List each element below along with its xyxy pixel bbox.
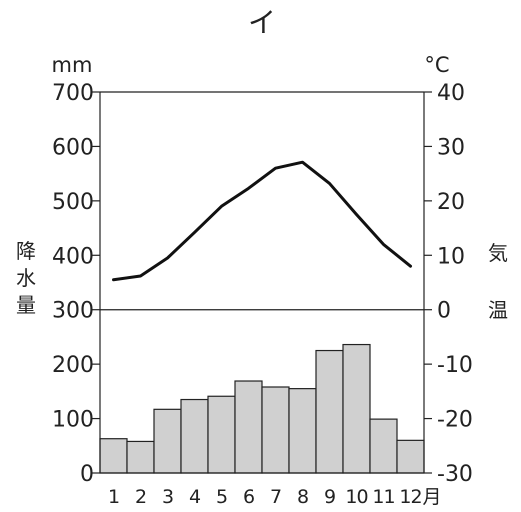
right-axis-label-char: 気 [488, 241, 508, 265]
right-axis-unit: °C [424, 53, 449, 77]
right-tick-label: 10 [437, 244, 465, 269]
month-tick-label: 8 [297, 486, 308, 508]
right-tick-label: 30 [437, 135, 465, 160]
month-tick-label: 12 [399, 486, 421, 508]
temperature-line [112, 160, 412, 282]
left-tick-label: 200 [52, 353, 94, 378]
left-tick-label: 100 [52, 408, 94, 433]
right-tick-label: 20 [437, 190, 465, 215]
precipitation-bar [99, 438, 128, 474]
right-tick-label: -10 [437, 353, 473, 378]
right-tick-label: -20 [437, 408, 473, 433]
month-tick-label: 5 [216, 486, 227, 508]
left-axis-label-char: 量 [16, 293, 36, 317]
precipitation-bar [288, 388, 317, 474]
month-tick-label: 9 [324, 486, 335, 508]
right-tick-label: 0 [437, 299, 451, 324]
month-tick-label: 3 [162, 486, 173, 508]
month-tick-label: 6 [243, 486, 254, 508]
left-tick-label: 300 [52, 299, 94, 324]
precipitation-bar [342, 343, 371, 474]
left-axis-label-char: 水 [16, 266, 36, 290]
month-tick-label: 11 [372, 486, 394, 508]
precipitation-bar [126, 440, 155, 474]
precipitation-bar [261, 386, 290, 474]
precipitation-bar [180, 398, 209, 474]
precipitation-bar [234, 380, 263, 474]
left-axis-unit: mm [52, 53, 93, 77]
left-axis-label-char: 降 [16, 239, 36, 263]
chart-title: イ [248, 6, 276, 39]
precipitation-bar [315, 349, 344, 474]
left-tick-label: 400 [52, 244, 94, 269]
precipitation-bar [153, 408, 182, 474]
right-tick-label: -30 [437, 462, 473, 487]
precipitation-bar [369, 418, 398, 474]
precipitation-bar [207, 395, 236, 474]
right-tick-label: 40 [437, 81, 465, 106]
left-tick-label: 700 [52, 81, 94, 106]
month-unit-label: 月 [422, 486, 441, 508]
precipitation-bar [396, 439, 425, 474]
month-tick-label: 2 [135, 486, 146, 508]
month-tick-label: 4 [189, 486, 201, 508]
month-tick-label: 7 [270, 486, 281, 508]
month-tick-label: 1 [108, 486, 119, 508]
left-tick-label: 0 [80, 462, 94, 487]
right-axis-label-char: 温 [488, 298, 508, 322]
left-tick-label: 500 [52, 190, 94, 215]
left-tick-label: 600 [52, 135, 94, 160]
month-tick-label: 10 [345, 486, 367, 508]
